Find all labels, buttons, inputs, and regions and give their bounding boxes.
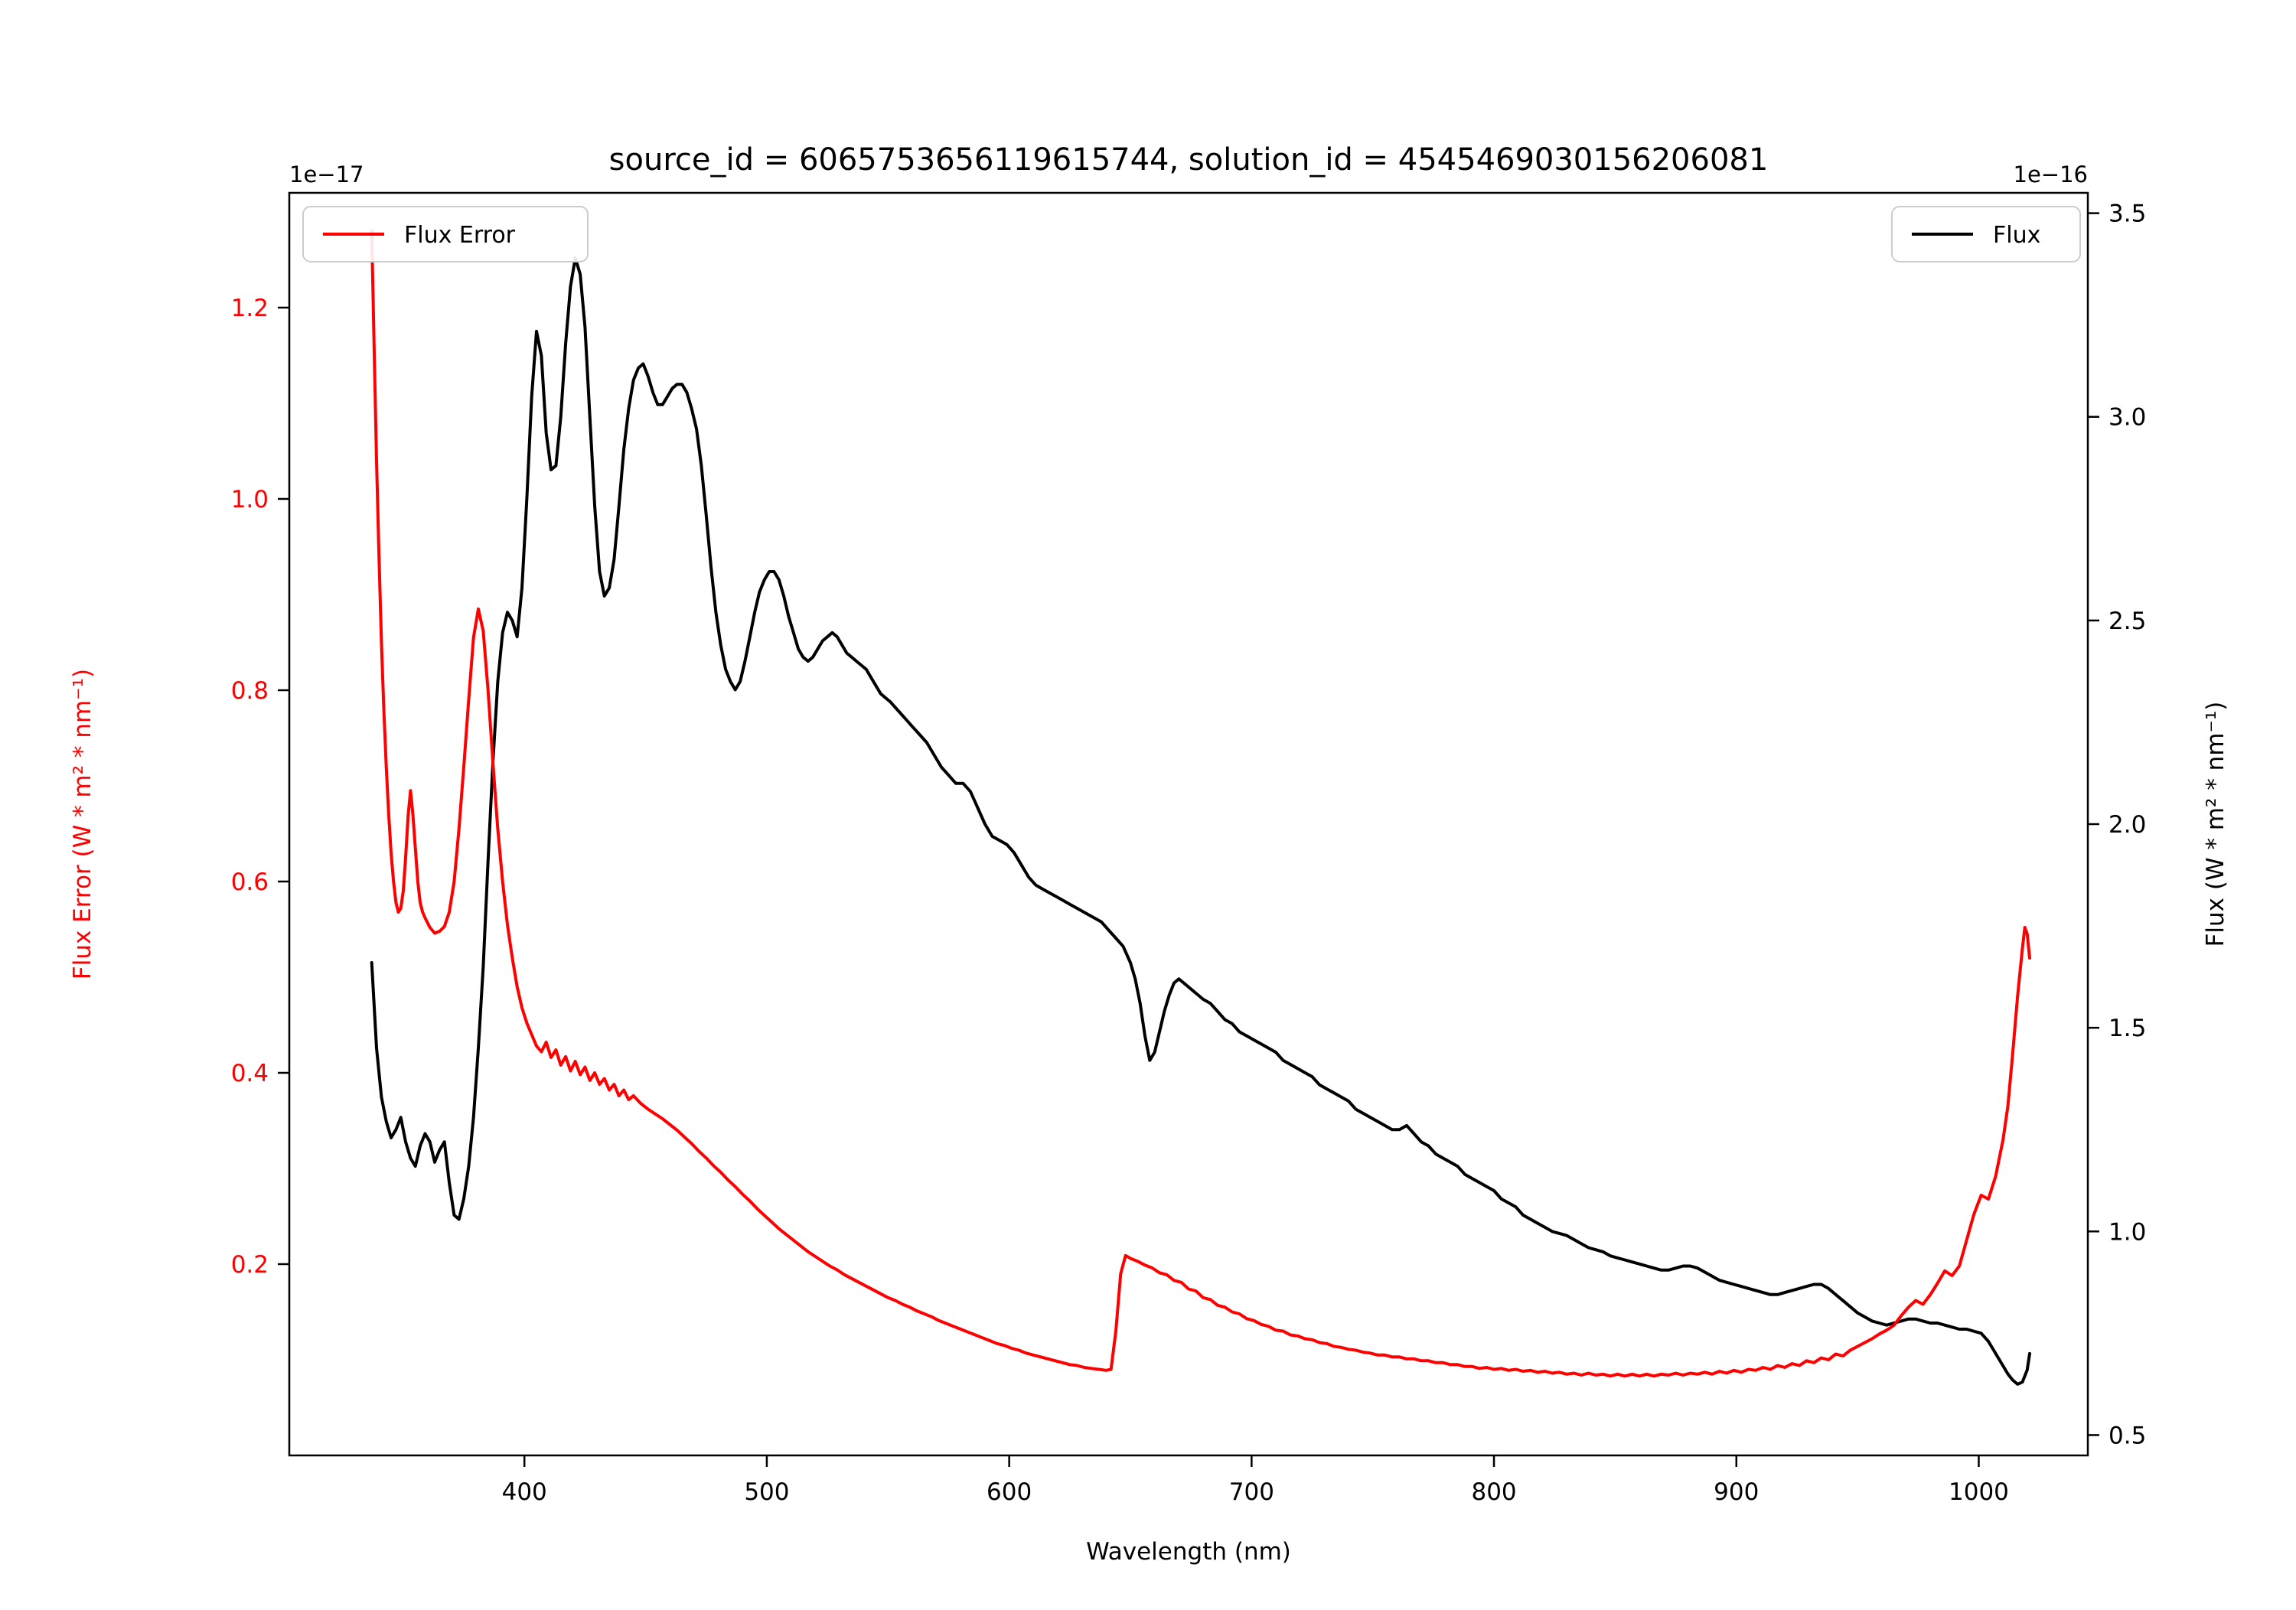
left-y-tick-label: 0.6 [231,869,269,896]
legend-flux-error-box [302,206,589,262]
left-axis-offset-text: 1e−17 [289,161,364,187]
x-tick-label: 900 [1714,1478,1759,1506]
x-tick-label: 600 [987,1478,1032,1506]
right-y-tick-label: 2.5 [2108,608,2146,635]
x-axis-ticks: 400 500 600 700 800 900 1000 [502,1455,2009,1506]
left-y-tick-label: 0.2 [231,1251,269,1279]
left-y-axis-label: Flux Error (W * m² * nm⁻¹) [69,669,96,979]
left-y-tick-label: 0.4 [231,1060,269,1087]
chart-title: source_id = 6065753656119615744, solutio… [609,142,1769,178]
right-y-tick-label: 3.0 [2108,404,2146,432]
flux-series [370,256,2031,1386]
x-tick-label: 500 [744,1478,789,1506]
x-axis-label: Wavelength (nm) [1086,1538,1291,1566]
flux-error-line [370,230,2031,1378]
left-y-tick-label: 0.8 [231,677,269,705]
flux-error-series [370,230,2031,1378]
flux-line [370,256,2031,1386]
left-y-axis-ticks: 0.2 0.4 0.6 0.8 1.0 1.2 [231,295,289,1279]
left-y-tick-label: 1.2 [231,295,269,322]
x-tick-label: 1000 [1949,1478,2009,1506]
x-tick-label: 400 [502,1478,547,1506]
x-tick-label: 700 [1229,1478,1274,1506]
x-tick-label: 800 [1471,1478,1516,1506]
right-y-tick-label: 1.0 [2108,1218,2146,1246]
right-y-tick-label: 0.5 [2108,1422,2146,1449]
right-y-axis-ticks: 0.5 1.0 1.5 2.0 2.5 3.0 3.5 [2088,200,2146,1449]
legend-flux-error-label: Flux Error [404,222,516,249]
plot-border [288,191,2089,1457]
legend-flux-error: Flux Error [302,206,589,262]
right-y-tick-label: 2.0 [2108,811,2146,839]
legend-flux: Flux [1891,206,2081,262]
right-y-axis-label: Flux (W * m² * nm⁻¹) [2202,702,2229,947]
left-y-tick-label: 1.0 [231,486,269,513]
plot-area [289,193,2088,1455]
legend-flux-label: Flux [1993,222,2040,249]
right-y-tick-label: 3.5 [2108,200,2146,228]
legend-flux-box [1891,206,2081,262]
right-axis-offset-text: 1e−16 [2014,161,2089,187]
right-y-tick-label: 1.5 [2108,1015,2146,1042]
